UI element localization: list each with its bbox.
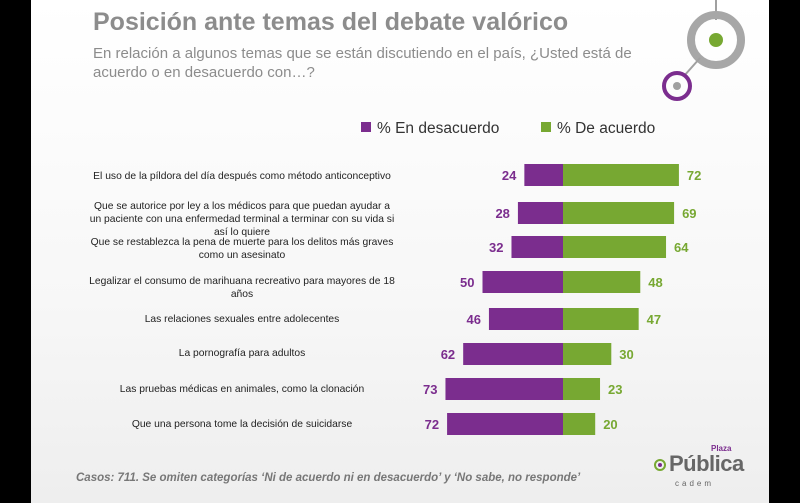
category-label-3: Que se restablezca la pena de muerte par… <box>90 237 394 261</box>
legend-agree: % De acuerdo <box>541 120 655 138</box>
value-label-disagree-5: 46 <box>466 312 480 327</box>
slide: Posición ante temas del debate valórico … <box>31 0 769 503</box>
bar-disagree-5 <box>488 308 563 330</box>
bar-disagree-7 <box>445 378 563 400</box>
category-label-8: Que una persona tome la decisión de suic… <box>131 419 353 430</box>
page-title: Posición ante temas del debate valórico <box>93 8 569 36</box>
category-label-6: La pornografía para adultos <box>178 348 306 359</box>
decorative-circles-icon <box>662 0 745 101</box>
logo-bottom-text: cadem <box>675 479 715 488</box>
legend-disagree-label: % En desacuerdo <box>377 120 500 137</box>
bar-agree-7 <box>563 378 601 400</box>
value-label-agree-5: 47 <box>647 312 661 327</box>
category-label-4: Legalizar el consumo de marihuana recrea… <box>89 276 395 300</box>
category-label-7: Las pruebas médicas en animales, como la… <box>119 384 365 395</box>
legend-agree-label: % De acuerdo <box>557 120 656 137</box>
value-label-agree-7: 23 <box>608 382 622 397</box>
value-label-disagree-3: 32 <box>489 240 503 255</box>
value-label-agree-1: 72 <box>687 168 701 183</box>
value-label-disagree-8: 72 <box>425 417 439 432</box>
value-label-agree-6: 30 <box>619 347 633 362</box>
value-label-agree-2: 69 <box>682 206 696 221</box>
category-label-5: Las relaciones sexuales entre adolecente… <box>144 314 340 325</box>
bar-agree-1 <box>563 164 679 186</box>
brand-logo: Pública Plaza cadem <box>653 444 744 494</box>
bar-disagree-4 <box>482 271 563 293</box>
logo-main-text: Pública <box>669 451 744 476</box>
legend-disagree-swatch <box>361 122 371 132</box>
bar-disagree-1 <box>524 164 563 186</box>
page-subtitle: En relación a algunos temas que se están… <box>93 45 632 81</box>
value-label-agree-4: 48 <box>648 275 662 290</box>
bar-agree-8 <box>563 413 596 435</box>
value-label-disagree-1: 24 <box>502 168 517 183</box>
bar-agree-5 <box>563 308 639 330</box>
bar-disagree-8 <box>447 413 563 435</box>
value-label-agree-3: 64 <box>674 240 689 255</box>
legend-disagree: % En desacuerdo <box>361 120 499 138</box>
bar-disagree-6 <box>463 343 563 365</box>
category-label-1: El uso de la píldora del día después com… <box>93 171 391 182</box>
footnote: Casos: 711. Se omiten categorías ‘Ni de … <box>76 472 581 484</box>
bar-agree-4 <box>563 271 641 293</box>
bar-agree-3 <box>563 236 667 258</box>
value-label-disagree-7: 73 <box>423 382 437 397</box>
value-label-agree-8: 20 <box>603 417 617 432</box>
bar-disagree-2 <box>517 202 563 224</box>
bar-agree-2 <box>563 202 675 224</box>
value-label-disagree-6: 62 <box>441 347 455 362</box>
category-label-2: Que se autorice por ley a los médicos pa… <box>89 201 395 238</box>
legend-agree-swatch <box>541 122 551 132</box>
logo-top-text: Plaza <box>711 444 732 453</box>
logo-dot-icon <box>654 459 666 471</box>
bar-disagree-3 <box>511 236 563 258</box>
value-label-disagree-2: 28 <box>495 206 509 221</box>
value-label-disagree-4: 50 <box>460 275 474 290</box>
bar-agree-6 <box>563 343 612 365</box>
